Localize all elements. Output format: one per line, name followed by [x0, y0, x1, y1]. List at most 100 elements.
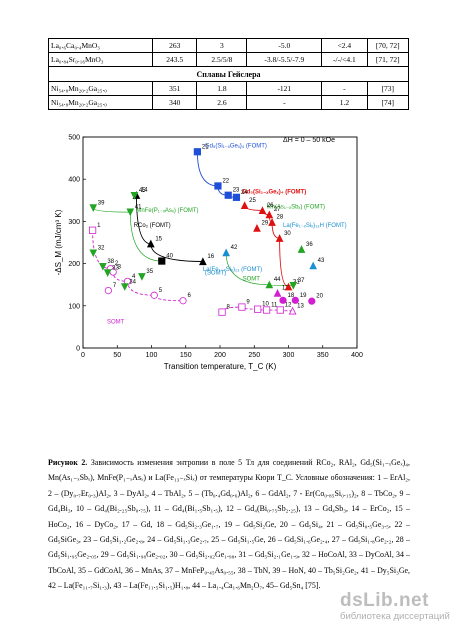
- data-point-label: 36: [306, 242, 313, 248]
- data-point-label: 18: [288, 293, 295, 299]
- data-point: [238, 303, 246, 311]
- y-tick-label: 400: [68, 177, 80, 184]
- data-point-label: 21: [202, 144, 209, 150]
- data-point: [265, 210, 274, 219]
- data-point: [308, 297, 316, 305]
- data-point: [254, 305, 262, 313]
- table-row: La₀.₆Ca₀.₄MnO₃ 263 3 -5.0 <2.4 [70, 72]: [47, 38, 410, 53]
- data-point-label: 2: [115, 261, 119, 267]
- data-point-label: 3: [118, 265, 122, 271]
- data-point: [297, 245, 306, 253]
- data-point-label: 13: [297, 303, 304, 309]
- data-point: [224, 191, 232, 199]
- data-point: [288, 306, 297, 315]
- x-tick-label: 350: [317, 352, 329, 359]
- data-point: [284, 282, 293, 291]
- x-axis-label: Transition temperature, T_C (K): [164, 362, 277, 371]
- y-tick-label: 100: [68, 303, 80, 310]
- data-point: [222, 248, 231, 257]
- data-point-label: 43: [318, 258, 325, 264]
- data-point-label: 5: [159, 288, 163, 294]
- table-cell: [73]: [366, 81, 410, 96]
- y-tick-label: 200: [68, 261, 80, 268]
- data-point-label: 44: [274, 277, 281, 283]
- data-point-label: 37: [298, 278, 305, 284]
- table-row: La₀.₈₄Sr₀.₁₆MnO₃ 243.5 2.5/5/8 -3.8/-5.5/-7…: [47, 52, 410, 67]
- data-point-label: 42: [231, 245, 238, 251]
- table-cell: [74]: [366, 95, 410, 110]
- y-tick-label: 500: [68, 135, 80, 142]
- series-label: (SOMT): [205, 271, 226, 277]
- data-point-label: 26: [267, 203, 274, 209]
- data-point-label: 30: [284, 231, 291, 237]
- data-point: [89, 249, 98, 258]
- data-point-label: 24: [241, 190, 248, 196]
- data-point-label: 40: [166, 254, 173, 260]
- data-point: [104, 287, 112, 295]
- data-point: [126, 208, 135, 217]
- series-label: La(Fe₁₋ₓSiₓ)₁₃ (FOMT): [203, 267, 262, 273]
- data-point: [279, 296, 287, 304]
- data-point-label: 9: [246, 300, 250, 306]
- data-point: [193, 148, 201, 156]
- series-label: La(Fe₁₋ₓSiₓ)₁₃H (FOMT): [283, 223, 347, 229]
- field-annotation: ΔH = 0 – 50 kOe: [283, 137, 335, 144]
- watermark-logo: dsLib.net: [340, 590, 429, 611]
- series-label: Gd₅(Si₁₋ₓGeₓ)₄ (FOMT): [205, 144, 267, 150]
- trend-curve: [244, 205, 289, 288]
- data-point-label: 7: [113, 283, 117, 289]
- data-point-label: 33: [112, 265, 119, 271]
- data-point: [214, 182, 222, 190]
- data-point: [289, 281, 298, 290]
- plot-frame: [82, 136, 358, 349]
- table-cell: 340: [152, 95, 198, 110]
- data-point-label: 34: [129, 279, 136, 285]
- table-row: Ni₅₄.₈Mn₂₀.₂Ga₂₅.₀ 351 1.8 -121- [73]: [47, 81, 410, 96]
- series-label: SOMT: [107, 320, 125, 326]
- data-point-label: 12: [285, 303, 292, 309]
- x-tick-label: 100: [146, 352, 158, 359]
- data-point: [258, 206, 267, 215]
- data-point: [199, 257, 207, 266]
- data-point-label: 16: [207, 254, 214, 260]
- y-tick-label: 300: [68, 219, 80, 226]
- trend-curve: [92, 207, 162, 262]
- data-point-label: 8: [227, 305, 231, 311]
- data-point: [262, 306, 271, 314]
- data-point: [99, 262, 107, 271]
- data-point: [273, 289, 282, 297]
- series-label: RCo₂ (FOMT): [134, 223, 171, 229]
- data-point: [158, 257, 166, 265]
- caption-label: Рисунок 2.: [48, 458, 88, 467]
- caption-text: Зависимость изменения энтропии в поле 5 …: [48, 458, 410, 591]
- data-point: [120, 283, 129, 291]
- data-point-label: 27: [274, 207, 281, 213]
- series-label: MnFe(P₁₋ₓAsₓ) (FOMT): [136, 208, 198, 214]
- x-tick-label: 250: [248, 352, 260, 359]
- data-point-label: 11: [271, 303, 278, 309]
- x-tick-label: 50: [113, 352, 121, 359]
- data-point-label: 39: [98, 200, 105, 206]
- data-point-label: 25: [249, 198, 256, 204]
- data-point-label: 38: [107, 259, 114, 265]
- data-point-label: 22: [222, 178, 229, 184]
- data-point-label: 35: [146, 269, 153, 275]
- data-point: [103, 269, 112, 277]
- x-tick-label: 150: [180, 352, 192, 359]
- x-tick-label: 300: [283, 352, 295, 359]
- series-label: Mn(As₁₋ₓSbₓ) (FOMT): [267, 205, 325, 211]
- series-label: Gd₅(Si₁₋ₓGeₓ)₄ (FOMT): [242, 190, 306, 196]
- data-point: [130, 192, 139, 200]
- table-row: Ni₅₄.₈Mn₂₀.₂Ga₂₅.₀ 340 2.6-1.2 [74]: [47, 95, 410, 110]
- entropy-chart: 0 50 100 150 200 250 300 350 400 0 100 200 300 400 500…: [54, 135, 363, 372]
- data-point-label: 1: [97, 223, 101, 229]
- data-point: [268, 218, 276, 226]
- data-point: [89, 204, 98, 212]
- data-point: [291, 296, 299, 304]
- trend-curve: [196, 151, 237, 198]
- data-point: [179, 297, 187, 305]
- data-point-label: 41: [135, 205, 142, 211]
- data-point: [146, 239, 155, 248]
- data-point: [275, 234, 284, 242]
